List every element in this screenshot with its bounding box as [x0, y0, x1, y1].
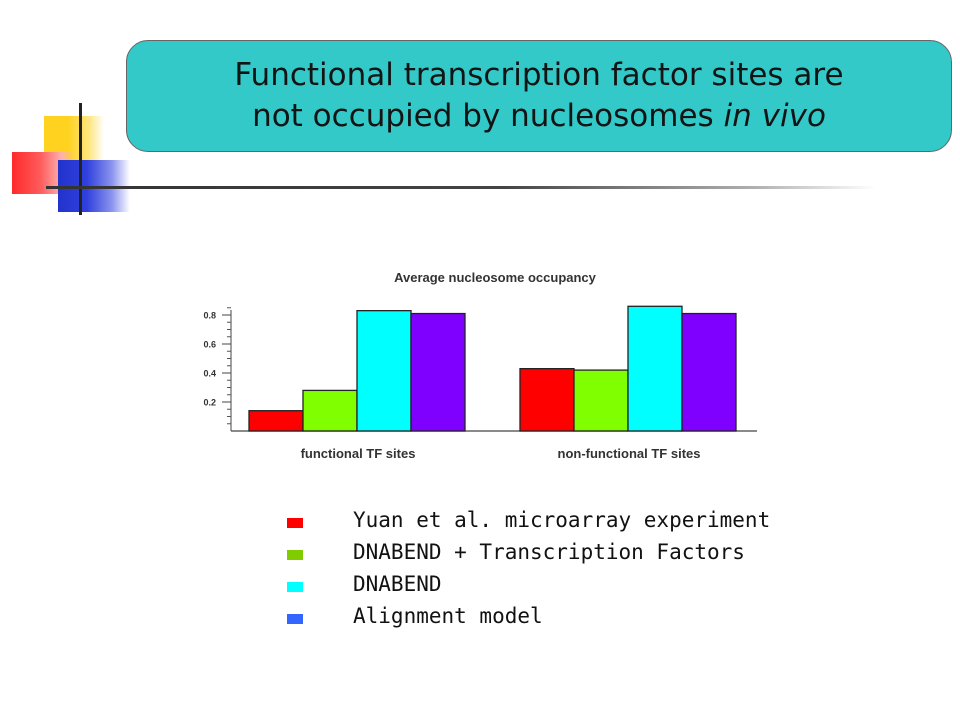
- legend-swatch: [287, 614, 303, 624]
- slide-title-line-2: not occupied by nucleosomes in vivo: [252, 96, 826, 137]
- legend-label: DNABEND: [353, 572, 442, 596]
- legend-swatch: [287, 550, 303, 560]
- bar-3-non-functional: [627, 305, 683, 432]
- slide-title-line-1: Functional transcription factor sites ar…: [234, 57, 844, 93]
- occupancy-bar-chart: Average nucleosome occupancy 0.2 0.4 0.6 0.8…: [203, 270, 757, 461]
- slide-title-italic: in vivo: [723, 98, 826, 134]
- x-tick-label: functional TF sites: [301, 446, 416, 461]
- slide-title-box: Functional transcription factor sites ar…: [126, 40, 952, 152]
- legend-label: Alignment model: [353, 604, 543, 628]
- slide-title-line-2-text: not occupied by nucleosomes: [252, 98, 724, 134]
- bar-4-non-functional: [681, 312, 737, 432]
- bar-4-functional: [410, 312, 466, 432]
- legend-label: Yuan et al. microarray experiment: [353, 508, 771, 532]
- decor-vertical-line: [79, 103, 82, 215]
- x-tick-label: non-functional TF sites: [558, 446, 701, 461]
- bar-2-functional: [302, 389, 358, 432]
- legend-swatch: [287, 518, 303, 528]
- legend-swatch: [287, 582, 303, 592]
- bar-1-functional: [248, 410, 304, 432]
- decor-horizontal-line: [46, 186, 876, 189]
- bar-1-non-functional: [519, 368, 575, 432]
- chart-title: Average nucleosome occupancy: [394, 270, 597, 285]
- y-tick-label: 0.6: [203, 340, 216, 350]
- bar-3-functional: [356, 310, 412, 432]
- y-tick-label: 0.4: [203, 369, 216, 379]
- y-tick-label: 0.8: [203, 311, 216, 321]
- bar-2-non-functional: [573, 369, 629, 432]
- legend-label: DNABEND + Transcription Factors: [353, 540, 745, 564]
- y-tick-label: 0.2: [203, 398, 216, 408]
